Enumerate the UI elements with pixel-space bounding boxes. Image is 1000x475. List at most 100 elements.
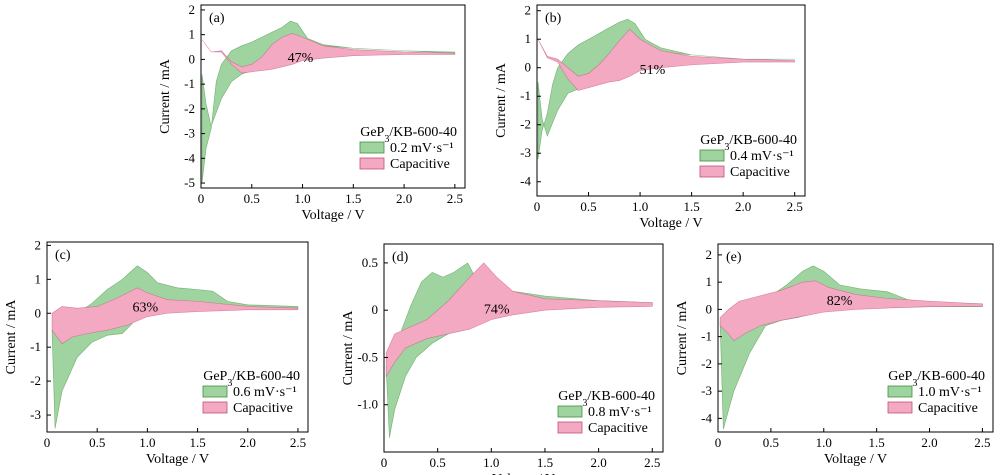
x-axis-label: Voltage / V [146, 452, 209, 467]
x-tick-label: 0.5 [89, 435, 105, 450]
legend-label-capacitive: Capacitive [918, 401, 978, 416]
x-axis-label: Voltage / V [301, 208, 364, 223]
y-axis-label: Current / mA [4, 299, 19, 375]
y-tick-label: 1 [525, 31, 532, 46]
capacitive-area [719, 280, 983, 342]
y-tick-label: 1 [706, 274, 713, 289]
x-tick-label: 1.5 [345, 191, 361, 206]
legend-label-capacitive: Capacitive [390, 157, 450, 172]
x-tick-label: 1.5 [189, 435, 205, 450]
plot-frame [383, 243, 664, 453]
x-tick-label: 1.5 [869, 435, 885, 450]
y-tick-label: -2 [30, 373, 41, 388]
y-tick-label: 2 [35, 237, 42, 252]
y-tick-label: -4 [184, 150, 195, 165]
capacitive-percent-label: 51% [640, 63, 666, 78]
panel-label: (d) [392, 250, 409, 265]
x-tick-label: 0.5 [763, 435, 779, 450]
y-tick-label: -1.0 [357, 397, 378, 412]
y-tick-label: -4 [520, 174, 531, 189]
plot-frame [200, 4, 466, 189]
legend-label-capacitive: Capacitive [588, 421, 648, 436]
legend-label-capacitive: Capacitive [730, 165, 790, 180]
panel-label: (a) [209, 11, 225, 26]
y-tick-label: -0.5 [357, 349, 378, 364]
legend-swatch-rate [557, 405, 583, 418]
x-tick-label: 1.0 [816, 435, 832, 450]
capacitive-area [537, 28, 795, 91]
y-tick-label: -3 [701, 383, 712, 398]
x-tick-label: 2.5 [644, 455, 660, 470]
y-tick-label: -4 [701, 410, 712, 425]
x-tick-label: 0 [381, 455, 388, 470]
y-tick-label: 0 [35, 305, 42, 320]
x-tick-label: 0.5 [580, 199, 596, 214]
y-tick-label: 2 [189, 2, 196, 17]
chart-panel-2: 0 0.5 1.0 1.5 2.0 2.5 2 1 0 -1 -2 -3 -4 Voltage / V Cu… [494, 3, 806, 231]
x-tick-label: 0 [715, 435, 722, 450]
x-axis-label: Voltage / V [492, 472, 555, 475]
y-tick-label: -1 [184, 76, 195, 91]
y-tick-label: 0 [525, 60, 532, 75]
x-tick-label: 0 [534, 199, 541, 214]
chart-panel-3: 0 0.5 1.0 1.5 2.0 2.5 2 1 0 -1 -2 -3 Voltage / V Curr… [4, 237, 309, 467]
y-tick-label: 0.5 [362, 255, 378, 270]
y-tick-label: 0 [189, 51, 196, 66]
y-tick-label: -3 [184, 126, 195, 141]
legend-label-rate: 0.8 mV·s⁻¹ [588, 405, 652, 420]
capacitive-area [201, 33, 456, 74]
x-axis-label: Voltage / V [824, 452, 887, 467]
y-tick-label: 1 [189, 27, 196, 42]
y-tick-label: 2 [706, 247, 713, 262]
x-tick-label: 1.0 [139, 435, 155, 450]
y-axis-label: Current / mA [341, 310, 356, 386]
legend-swatch-capacitive [699, 165, 725, 178]
plot-frame [46, 241, 309, 433]
legend-label-capacitive: Capacitive [233, 401, 293, 416]
panel-label: (c) [55, 248, 71, 263]
y-tick-label: 0 [372, 302, 379, 317]
y-axis-label: Current / mA [675, 300, 690, 376]
x-tick-label: 1.5 [537, 455, 553, 470]
y-tick-label: -3 [520, 145, 531, 160]
capacitive-percent-label: 82% [827, 294, 853, 309]
legend-title: GeP3/KB-600-40 [203, 369, 300, 389]
y-tick-label: -1 [30, 339, 41, 354]
legend-label-rate: 0.4 mV·s⁻¹ [730, 149, 794, 164]
legend-title: GeP3/KB-600-40 [360, 125, 457, 145]
capacitive-area [51, 287, 299, 345]
x-tick-label: 0 [44, 435, 51, 450]
panel-label: (e) [726, 250, 742, 265]
legend-swatch-capacitive [202, 401, 228, 414]
x-tick-label: 0.5 [244, 191, 260, 206]
capacitive-percent-label: 47% [288, 51, 314, 66]
x-tick-label: 1.5 [683, 199, 699, 214]
legend-label-rate: 1.0 mV·s⁻¹ [918, 385, 982, 400]
legend-title: GeP3/KB-600-40 [558, 389, 655, 409]
plot-frame [536, 4, 806, 197]
legend-swatch-capacitive [887, 401, 913, 414]
chart-panel-1: 0 0.5 1.0 1.5 2.0 2.5 2 1 0 -1 -2 -3 -4 -5 Voltage / V… [158, 2, 466, 223]
legend-swatch-rate [699, 149, 725, 162]
x-tick-label: 2.0 [240, 435, 256, 450]
x-tick-label: 2.5 [447, 191, 463, 206]
chart-panel-4: 0 0.5 1.0 1.5 2.0 2.5 0.5 0 -0.5 -1.0 Voltage / V C… [341, 243, 664, 475]
legend-title: GeP3/KB-600-40 [700, 133, 797, 153]
y-tick-label: -2 [184, 101, 195, 116]
x-tick-label: 0.5 [430, 455, 446, 470]
capacitive-percent-label: 74% [484, 302, 510, 317]
legend-title: GeP3/KB-600-40 [888, 369, 985, 389]
legend-label-rate: 0.6 mV·s⁻¹ [233, 385, 297, 400]
legend-swatch-capacitive [359, 157, 385, 170]
x-tick-label: 1.0 [294, 191, 310, 206]
y-axis-label: Current / mA [494, 62, 509, 138]
x-axis-label: Voltage / V [639, 216, 702, 231]
chart-panel-5: 0 0.5 1.0 1.5 2.0 2.5 2 1 0 -1 -2 -3 -4 Voltage / V Cu… [675, 243, 994, 467]
legend-swatch-capacitive [557, 421, 583, 434]
y-axis-label: Current / mA [158, 58, 173, 134]
legend-label-rate: 0.2 mV·s⁻¹ [390, 141, 454, 156]
y-tick-label: -2 [701, 356, 712, 371]
x-tick-label: 2.0 [590, 455, 606, 470]
panel-label: (b) [545, 11, 562, 26]
